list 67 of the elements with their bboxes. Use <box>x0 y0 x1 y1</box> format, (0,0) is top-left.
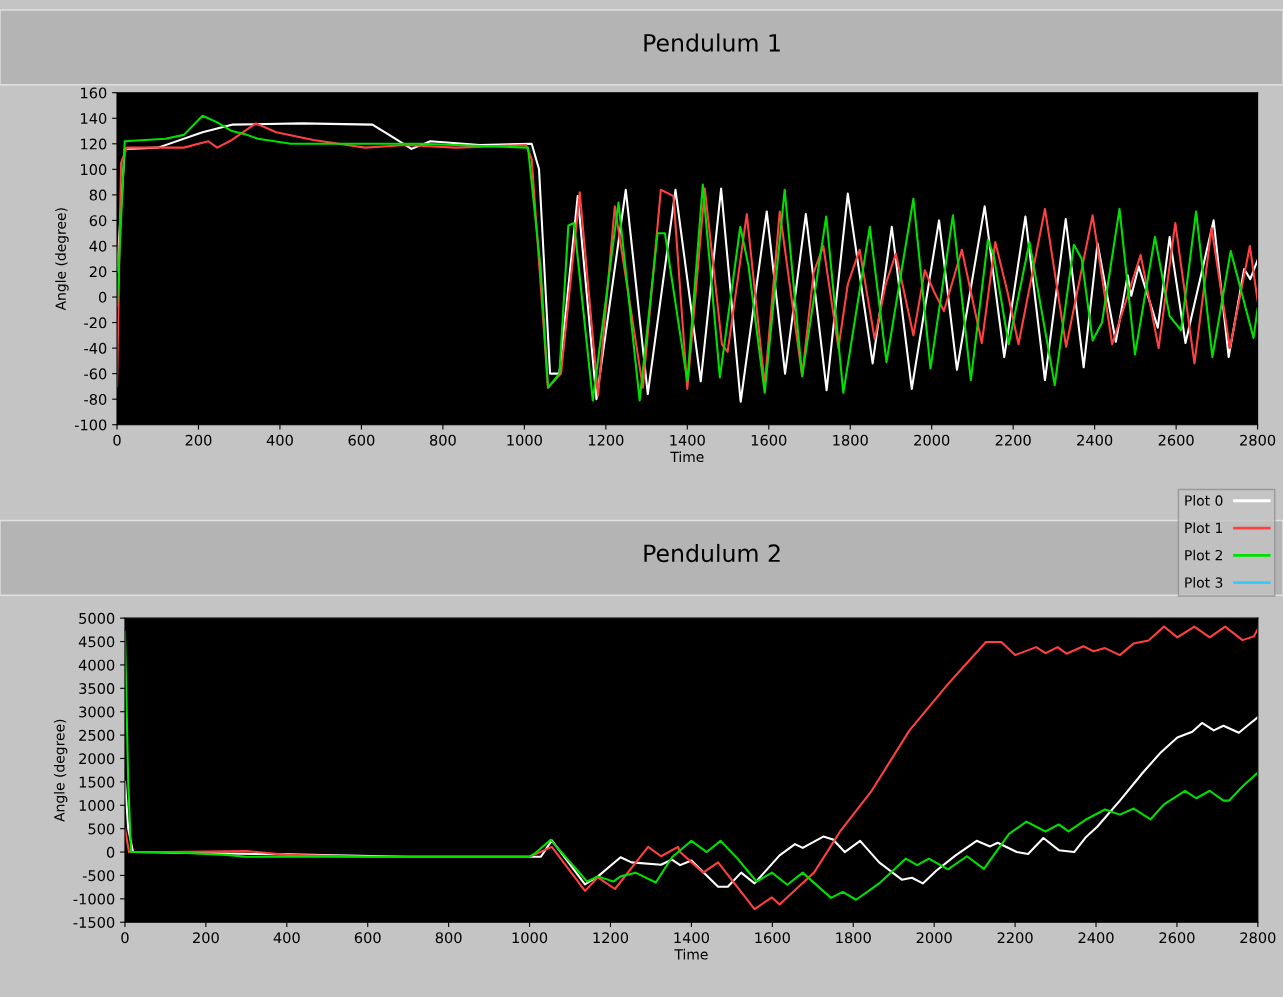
y-tick-label: 80 <box>89 189 107 201</box>
x-tick-label: 1800 <box>836 932 871 944</box>
chart-title: Pendulum 1 <box>644 33 780 52</box>
y-tick-label: 2500 <box>79 729 115 741</box>
x-tick-label: 2800 <box>1240 932 1276 944</box>
x-tick-label: 800 <box>429 434 456 446</box>
x-tick-label: 600 <box>354 932 381 944</box>
x-tick-label: 200 <box>185 434 212 446</box>
y-tick-label: 1000 <box>79 799 115 812</box>
x-axis-title: Time <box>670 451 704 463</box>
x-tick-label: 200 <box>193 932 219 944</box>
x-tick-label: 1800 <box>833 434 868 446</box>
y-tick-label: 120 <box>81 138 107 150</box>
y-tick-label: 160 <box>81 87 107 99</box>
y-tick-label: -20 <box>84 317 107 329</box>
y-tick-label: -1000 <box>73 893 115 905</box>
y-tick-label: 60 <box>89 215 107 227</box>
y-tick-label: 0 <box>106 846 115 858</box>
x-tick-label: 1600 <box>751 434 787 446</box>
y-tick-label: 3500 <box>79 683 115 695</box>
y-tick-label: -80 <box>84 393 107 405</box>
x-tick-label: 2800 <box>1240 434 1276 446</box>
y-tick-label: 4000 <box>78 659 115 671</box>
chart-title: Pendulum 2 <box>644 543 780 563</box>
legend-label: Plot 2 <box>1185 549 1222 561</box>
x-tick-label: 400 <box>266 434 293 446</box>
y-axis-title: Angle (degree) <box>53 719 68 822</box>
x-tick-label: 2000 <box>914 434 950 446</box>
x-tick-label: 2200 <box>995 434 1031 446</box>
y-tick-label: 500 <box>88 823 115 835</box>
y-tick-label: 2000 <box>79 753 115 765</box>
x-tick-label: 2600 <box>1158 434 1194 446</box>
y-axis-title: Angle (degree) <box>55 208 69 311</box>
y-tick-label: -1500 <box>73 916 115 928</box>
y-tick-label: 4500 <box>78 636 115 648</box>
x-tick-label: 2000 <box>916 932 952 944</box>
legend-label: Plot 1 <box>1185 522 1223 534</box>
x-tick-label: 1400 <box>674 932 709 944</box>
y-tick-label: 5000 <box>79 612 115 624</box>
y-tick-label: -60 <box>84 368 107 380</box>
x-tick-label: 1000 <box>507 434 542 446</box>
x-tick-label: 2400 <box>1077 434 1113 446</box>
legend-label: Plot 0 <box>1185 495 1223 506</box>
y-tick-label: 0 <box>98 291 107 303</box>
x-tick-label: 0 <box>121 932 129 944</box>
x-tick-label: 1200 <box>593 932 629 944</box>
y-tick-label: 3000 <box>79 706 115 718</box>
x-tick-label: 1400 <box>670 434 705 446</box>
x-tick-label: 1000 <box>512 932 548 944</box>
y-tick-label: 20 <box>89 266 107 278</box>
x-tick-label: 2400 <box>1078 932 1114 944</box>
y-tick-label: 100 <box>81 164 107 176</box>
legend-label: Plot 3 <box>1185 577 1223 588</box>
y-tick-label: 140 <box>81 112 107 125</box>
x-axis-title: Time <box>674 948 708 960</box>
x-tick-label: 1600 <box>755 932 790 944</box>
x-tick-label: 600 <box>348 434 375 446</box>
y-tick-label: 40 <box>89 240 107 252</box>
x-tick-label: 2600 <box>1159 932 1195 944</box>
x-tick-label: 400 <box>273 932 300 944</box>
y-tick-label: -40 <box>84 342 107 354</box>
x-tick-label: 800 <box>435 932 462 944</box>
x-tick-label: 1200 <box>588 434 624 446</box>
x-tick-label: 2200 <box>997 932 1033 944</box>
y-tick-label: -500 <box>82 870 115 882</box>
y-tick-label: -100 <box>74 419 107 431</box>
y-tick-label: 1500 <box>79 776 115 788</box>
